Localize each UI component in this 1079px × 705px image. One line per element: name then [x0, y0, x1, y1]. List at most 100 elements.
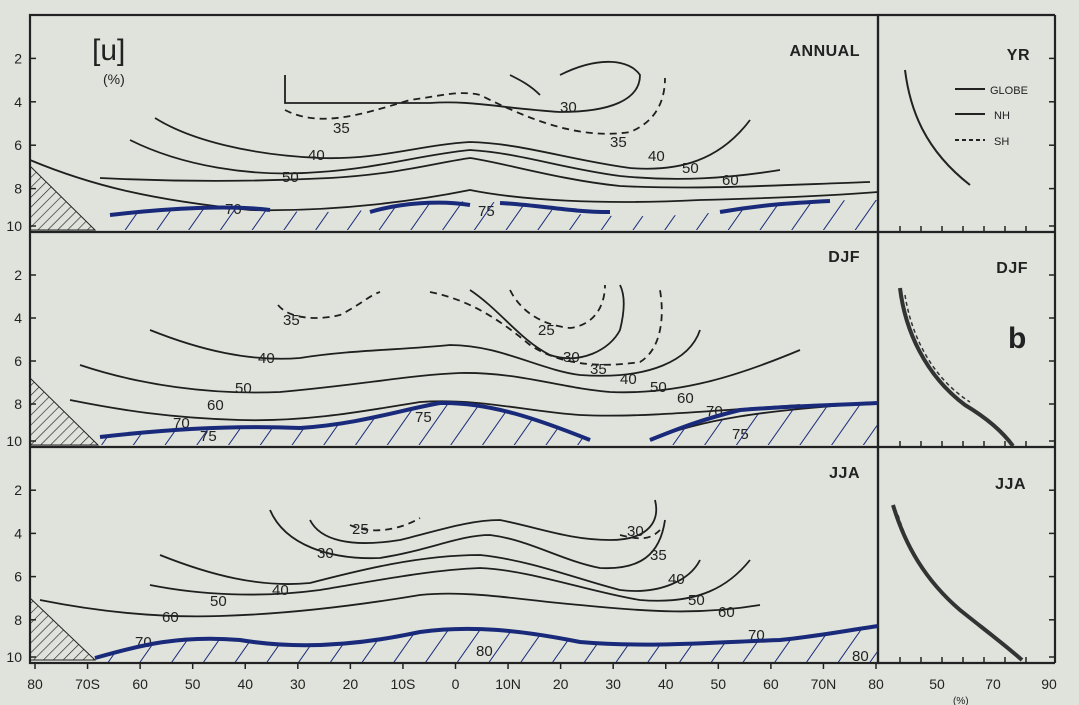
- jja-contour-50: [149, 559, 751, 602]
- x-tick-label: 50: [185, 676, 201, 692]
- djf-label-30: 30: [563, 349, 580, 366]
- annual-contour-35: [284, 77, 666, 135]
- panel-title-jja: JJA: [829, 465, 860, 482]
- djf-label-50a: 50: [235, 380, 252, 397]
- x-tick-label: 40: [237, 676, 253, 692]
- legend-globe: GLOBE: [990, 85, 1028, 97]
- djf-boundary-a: [99, 400, 591, 442]
- y-tick-label: 2: [14, 482, 22, 498]
- annual-label-50a: 50: [282, 169, 299, 186]
- variable-label: [u]: [92, 34, 125, 67]
- djf-label-25: 25: [538, 322, 555, 339]
- annual-contour-40: [154, 117, 751, 170]
- y-tick-label: 4: [14, 310, 22, 326]
- legend-nh: NH: [994, 110, 1010, 122]
- y-tick-label: 4: [14, 525, 22, 541]
- djf-label-40b: 40: [620, 371, 637, 388]
- profile-title-jja: JJA: [995, 476, 1026, 493]
- x-tick-label: 20: [553, 676, 569, 692]
- jja-label-60b: 60: [718, 604, 735, 621]
- annual-boundary-d: [719, 199, 831, 214]
- djf-boundary-b: [649, 401, 879, 442]
- djf-contour-60: [69, 399, 801, 422]
- djf-label-35b: 35: [590, 361, 607, 378]
- djf-label-35a: 35: [283, 312, 300, 329]
- jja-boundary: [94, 624, 879, 660]
- annual-label-50b: 50: [682, 160, 699, 177]
- jja-label-50a: 50: [210, 593, 227, 610]
- y-tick-label: 2: [14, 267, 22, 283]
- x-tick-label: 30: [605, 676, 621, 692]
- profile-legend: GLOBE NH SH: [955, 85, 1028, 148]
- main-plot-frame: [28, 13, 880, 665]
- annual-contour-30: [284, 60, 641, 113]
- y-tick-label: 2: [14, 50, 22, 66]
- y-tick-label: 10: [6, 433, 22, 449]
- profile-title-yr: YR: [1007, 47, 1030, 64]
- profile-x-tick-label: 70: [985, 676, 1001, 692]
- profile-axis-ticks: 50 70 90: [899, 226, 1057, 692]
- jja-label-60a: 60: [162, 609, 179, 626]
- annual-contour-50: [129, 139, 781, 180]
- annual-contour-30b: [509, 74, 541, 96]
- jja-contour-35: [269, 509, 666, 570]
- x-tick-label: 10N: [495, 676, 521, 692]
- legend-sh: SH: [994, 136, 1009, 148]
- y-tick-label: 6: [14, 569, 22, 585]
- annual-label-40b: 40: [648, 148, 665, 165]
- jja-label-25: 25: [352, 521, 369, 538]
- annual-label-35b: 35: [610, 134, 627, 151]
- jja-contour-40: [159, 554, 701, 592]
- djf-hatched-region-b: [650, 403, 878, 445]
- djf-label-60b: 60: [677, 390, 694, 407]
- profile-x-tick-label: 90: [1041, 676, 1057, 692]
- profile-curve-djf-globe: [898, 287, 1015, 448]
- annual-label-35a: 35: [333, 120, 350, 137]
- annual-boundary-b: [369, 200, 471, 214]
- annual-contour-60: [99, 157, 871, 189]
- y-tick-label: 8: [14, 612, 22, 628]
- y-tick-label: 8: [14, 181, 22, 197]
- x-tick-label: 70N: [811, 676, 837, 692]
- jja-label-35: 35: [650, 547, 667, 564]
- panel-djf-hatch: [29, 376, 879, 446]
- panel-jja-hatch: [29, 596, 879, 662]
- djf-contour-25: [509, 284, 606, 329]
- jja-label-40b: 40: [668, 571, 685, 588]
- djf-label-50b: 50: [650, 379, 667, 396]
- profile-curve-jja-sh: [897, 514, 966, 616]
- djf-antarctic-terrain: [29, 376, 100, 446]
- panel-title-djf: DJF: [828, 249, 860, 266]
- profile-x-unit: (%): [953, 696, 969, 705]
- jja-label-40a: 40: [272, 582, 289, 599]
- jja-hatched-region: [95, 626, 878, 662]
- djf-label-60a: 60: [207, 397, 224, 414]
- jja-antarctic-terrain: [29, 596, 97, 661]
- profile-curve-djf-sh: [904, 294, 971, 403]
- jja-label-30b: 30: [627, 523, 644, 540]
- x-axis-ticks: 80 70S 60 50 40 30 20 10S 0 10N 20 30 40 50 60 70N 80: [27, 663, 884, 692]
- x-tick-label: 80: [868, 676, 884, 692]
- unit-label: (%): [103, 71, 125, 87]
- panel-letter: b: [1008, 322, 1026, 355]
- y-axis-ticks: 2 4 6 8 10 2 4 6 8 10 2 4 6 8 10: [6, 50, 1055, 665]
- y-tick-label: 10: [6, 218, 22, 234]
- y-tick-label: 10: [6, 649, 22, 665]
- profile-x-tick-label: 50: [929, 676, 945, 692]
- annual-boundary-a: [109, 205, 271, 217]
- djf-contour-50: [79, 349, 801, 394]
- jja-label-30a: 30: [317, 545, 334, 562]
- annual-label-30: 30: [560, 99, 577, 116]
- y-tick-label: 4: [14, 94, 22, 110]
- x-tick-label: 20: [343, 676, 359, 692]
- x-tick-label: 10S: [390, 676, 415, 692]
- x-tick-label: 70S: [75, 676, 100, 692]
- djf-contour-40: [149, 329, 701, 377]
- djf-label-40a: 40: [258, 350, 275, 367]
- annual-antarctic-terrain: [29, 164, 97, 231]
- x-tick-label: 60: [132, 676, 148, 692]
- x-tick-label: 60: [763, 676, 779, 692]
- panel-annual-hatch: [29, 164, 878, 231]
- annual-label-60: 60: [722, 172, 739, 189]
